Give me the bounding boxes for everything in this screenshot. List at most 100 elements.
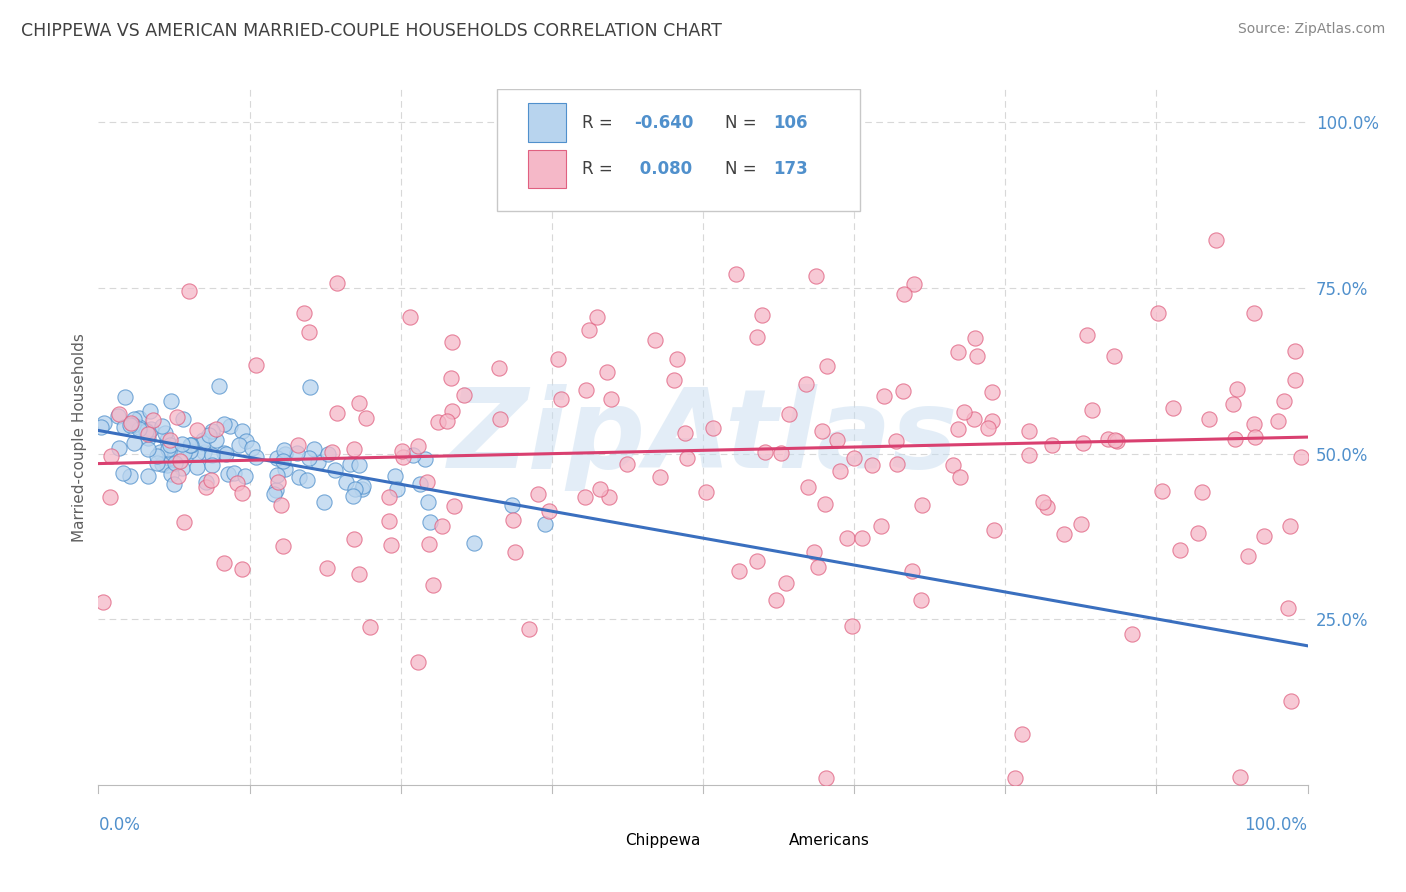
- Point: [1191, 485, 1213, 500]
- Point: [1071, 436, 1094, 450]
- Point: [166, 410, 188, 425]
- Point: [195, 475, 218, 489]
- Point: [107, 441, 129, 455]
- Point: [416, 475, 439, 489]
- Point: [794, 376, 817, 391]
- Point: [292, 306, 315, 320]
- Point: [1236, 549, 1258, 563]
- Bar: [582, 833, 619, 848]
- Point: [534, 517, 557, 532]
- Text: 173: 173: [773, 161, 808, 178]
- Point: [136, 431, 159, 445]
- Point: [180, 438, 202, 452]
- Point: [157, 451, 180, 466]
- Point: [815, 359, 838, 373]
- Point: [120, 469, 142, 483]
- Point: [191, 436, 214, 450]
- Point: [575, 383, 598, 397]
- Point: [342, 489, 364, 503]
- Point: [1267, 414, 1289, 428]
- Point: [231, 424, 253, 438]
- Point: [1284, 344, 1306, 359]
- Y-axis label: Married-couple Households: Married-couple Households: [72, 333, 87, 541]
- Point: [245, 450, 267, 464]
- Point: [547, 351, 569, 366]
- Point: [194, 480, 217, 494]
- Point: [274, 447, 297, 461]
- Point: [806, 559, 828, 574]
- Point: [335, 475, 357, 489]
- Point: [159, 434, 181, 448]
- Point: [745, 329, 768, 343]
- Point: [107, 407, 129, 421]
- Point: [598, 490, 620, 504]
- Point: [231, 486, 253, 500]
- Point: [285, 446, 308, 460]
- Point: [765, 593, 787, 607]
- Point: [128, 422, 150, 436]
- Point: [453, 388, 475, 402]
- Point: [596, 365, 619, 379]
- Point: [981, 413, 1004, 427]
- Point: [527, 486, 550, 500]
- Point: [179, 444, 201, 458]
- Point: [325, 276, 347, 290]
- Point: [173, 446, 195, 460]
- Point: [98, 490, 121, 504]
- Point: [120, 416, 142, 430]
- Point: [747, 554, 769, 568]
- Point: [869, 519, 891, 533]
- Point: [156, 458, 179, 473]
- Point: [851, 531, 873, 545]
- Point: [1150, 483, 1173, 498]
- Point: [316, 561, 339, 575]
- Point: [228, 438, 250, 452]
- Point: [804, 269, 827, 284]
- Point: [100, 449, 122, 463]
- Point: [235, 468, 257, 483]
- Point: [946, 422, 969, 436]
- Point: [90, 420, 112, 434]
- Point: [873, 389, 896, 403]
- Text: 106: 106: [773, 113, 807, 132]
- Point: [1198, 411, 1220, 425]
- Point: [942, 458, 965, 473]
- Point: [124, 412, 146, 426]
- Point: [347, 567, 370, 582]
- Point: [235, 434, 257, 449]
- Point: [578, 323, 600, 337]
- Bar: [527, 103, 567, 142]
- Point: [201, 425, 224, 439]
- Point: [901, 564, 924, 578]
- Point: [1070, 516, 1092, 531]
- Point: [825, 434, 848, 448]
- Point: [432, 518, 454, 533]
- Point: [796, 480, 818, 494]
- Point: [186, 446, 208, 460]
- Point: [201, 458, 224, 472]
- Point: [1104, 434, 1126, 448]
- Text: N =: N =: [724, 161, 762, 178]
- Point: [616, 457, 638, 471]
- Point: [830, 464, 852, 478]
- Point: [488, 361, 510, 376]
- Point: [156, 433, 179, 447]
- Text: 100.0%: 100.0%: [1244, 816, 1308, 834]
- Point: [245, 358, 267, 372]
- Point: [814, 772, 837, 786]
- Point: [778, 407, 800, 421]
- Point: [263, 487, 285, 501]
- Point: [589, 483, 612, 497]
- Point: [114, 390, 136, 404]
- Point: [842, 451, 865, 466]
- Point: [1226, 382, 1249, 396]
- Point: [1011, 727, 1033, 741]
- Point: [911, 498, 934, 512]
- Text: N =: N =: [724, 113, 762, 132]
- Point: [323, 463, 346, 477]
- Point: [231, 562, 253, 576]
- Point: [754, 445, 776, 459]
- Point: [1146, 306, 1168, 320]
- Point: [266, 450, 288, 465]
- Point: [770, 446, 793, 460]
